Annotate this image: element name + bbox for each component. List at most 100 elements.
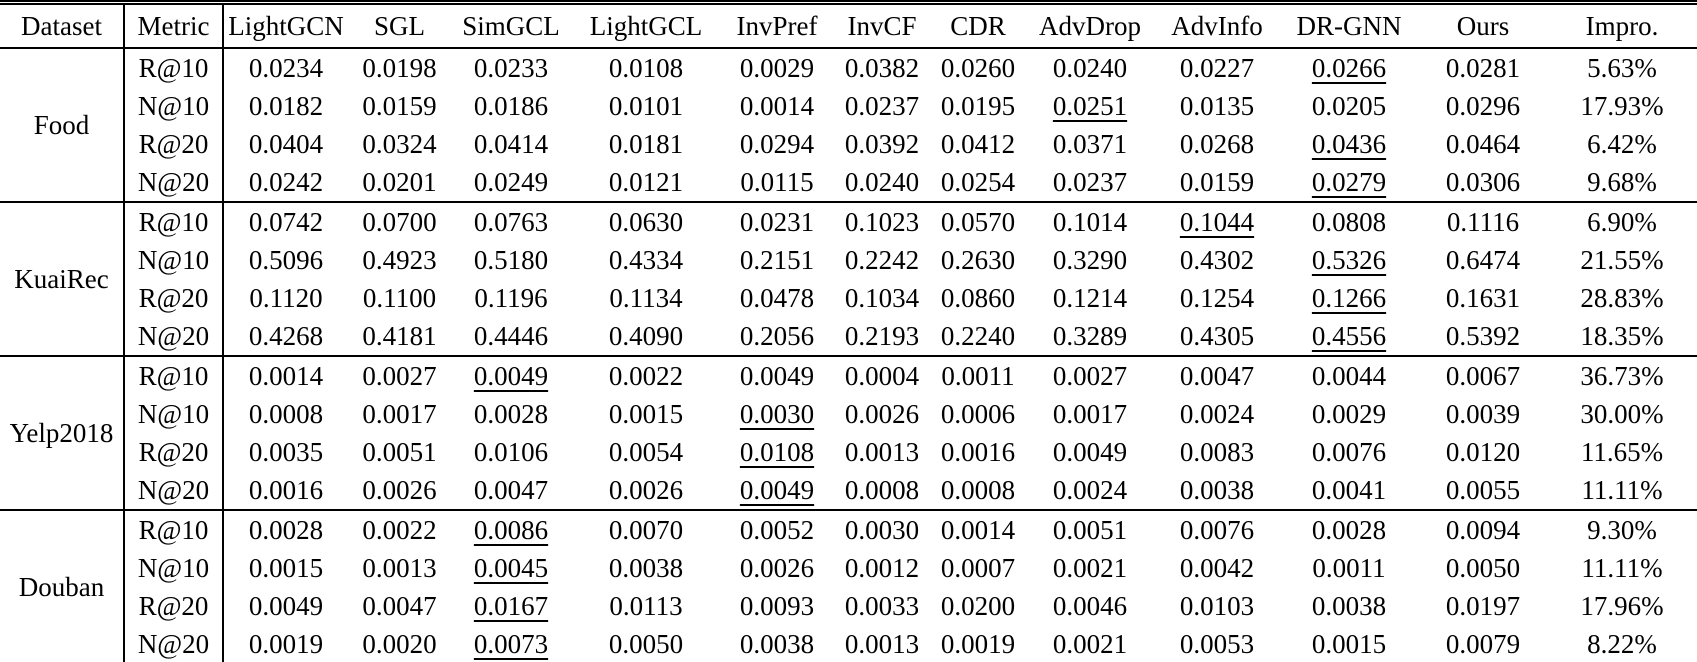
value-cell: 0.0015 <box>248 552 324 583</box>
value-cell: 0.0182 <box>248 90 324 121</box>
value-cell: 0.0042 <box>1179 552 1255 583</box>
table-row: N@20 0.0019 0.0020 0.0073 0.0050 0.0038 0.0013… <box>0 625 1697 662</box>
header-cell-metric: Metric <box>124 2 224 49</box>
value-cell: 0.0015 <box>608 398 684 429</box>
value-cell: 0.0049 <box>1052 436 1128 467</box>
table-row: N@10 0.0015 0.0013 0.0045 0.0038 0.0026 0.0012… <box>0 549 1697 587</box>
value-cell: 0.0073 <box>473 628 549 659</box>
value-cell: 0.0254 <box>940 166 1016 197</box>
value-cell: 0.0006 <box>940 398 1016 429</box>
value-cell: 0.6474 <box>1445 244 1521 275</box>
metric-cell: R@10 <box>124 48 224 87</box>
improvement-cell: 6.90% <box>1547 201 1697 241</box>
value-cell: 0.0044 <box>1279 355 1419 395</box>
value-cell: 0.0260 <box>940 52 1016 83</box>
value-cell: 0.0464 <box>1445 128 1521 159</box>
value-cell: 0.0093 <box>739 590 815 621</box>
value-cell: 0.1214 <box>1052 282 1128 313</box>
header-row: Dataset Metric LightGCN SGL SimGCL LightGCL In… <box>0 2 1697 49</box>
value-cell: 0.1196 <box>474 282 548 313</box>
metric-cell: R@20 <box>124 433 224 471</box>
table-row: N@10 0.0182 0.0159 0.0186 0.0101 0.0014 0.0237… <box>0 87 1697 125</box>
value-cell: 0.0026 <box>362 474 437 505</box>
value-cell: 0.0047 <box>473 474 549 505</box>
value-cell: 0.0294 <box>739 128 815 159</box>
value-cell: 0.0115 <box>740 166 814 197</box>
table-row: N@20 0.4268 0.4181 0.4446 0.4090 0.2056 0.2193… <box>0 317 1697 356</box>
value-cell: 0.0700 <box>348 201 451 241</box>
metric-cell: N@20 <box>124 625 224 662</box>
value-cell: 0.1116 <box>1419 201 1547 241</box>
value-cell: 0.0268 <box>1179 128 1255 159</box>
value-cell: 0.4090 <box>608 320 684 351</box>
value-cell: 0.5180 <box>473 244 549 275</box>
metric-cell: N@20 <box>124 471 224 510</box>
value-cell: 0.0028 <box>473 398 549 429</box>
value-cell: 0.0808 <box>1279 201 1419 241</box>
metric-cell: R@10 <box>124 509 224 549</box>
value-cell: 0.0231 <box>721 201 833 241</box>
metric-cell: R@10 <box>124 355 224 395</box>
value-cell: 0.5096 <box>248 244 324 275</box>
value-cell: 0.0020 <box>362 628 437 659</box>
value-cell: 0.0027 <box>1025 355 1155 395</box>
value-cell: 0.0054 <box>608 436 684 467</box>
value-cell: 0.4268 <box>248 320 324 351</box>
value-cell: 0.0024 <box>1179 398 1255 429</box>
value-cell: 0.3289 <box>1052 320 1128 351</box>
value-cell: 0.0047 <box>1155 355 1279 395</box>
value-cell: 0.0200 <box>940 590 1016 621</box>
header-cell-dr-gnn: DR-GNN <box>1279 2 1419 49</box>
table-row: N@20 0.0016 0.0026 0.0047 0.0026 0.0049 0.0008… <box>0 471 1697 510</box>
value-cell: 0.1254 <box>1179 282 1255 313</box>
header-cell-invcf: InvCF <box>833 2 931 49</box>
value-cell: 0.1266 <box>1311 282 1387 313</box>
table-row: R@20 0.1120 0.1100 0.1196 0.1134 0.0478 0.1034… <box>0 279 1697 317</box>
value-cell: 0.0242 <box>248 166 324 197</box>
value-cell: 0.0047 <box>362 590 437 621</box>
value-cell: 0.0371 <box>1052 128 1128 159</box>
value-cell: 0.0038 <box>608 552 684 583</box>
value-cell: 0.2193 <box>844 320 920 351</box>
value-cell: 0.0013 <box>362 552 437 583</box>
metric-cell: R@20 <box>124 125 224 163</box>
value-cell: 0.3290 <box>1052 244 1128 275</box>
dataset-cell: Food <box>0 48 125 202</box>
value-cell: 0.0050 <box>608 628 684 659</box>
value-cell: 0.0007 <box>940 552 1016 583</box>
value-cell: 0.1120 <box>249 282 323 313</box>
value-cell: 0.4446 <box>473 320 549 351</box>
value-cell: 0.0240 <box>1052 52 1128 83</box>
metric-cell: R@10 <box>124 201 224 241</box>
value-cell: 0.0159 <box>1179 166 1255 197</box>
value-cell: 0.0404 <box>248 128 324 159</box>
value-cell: 0.0017 <box>1052 398 1128 429</box>
table-row: N@10 0.5096 0.4923 0.5180 0.4334 0.2151 0.2242… <box>0 241 1697 279</box>
value-cell: 0.0113 <box>609 590 683 621</box>
value-cell: 0.0008 <box>844 474 920 505</box>
value-cell: 0.5326 <box>1311 244 1387 275</box>
value-cell: 0.0412 <box>940 128 1016 159</box>
value-cell: 0.0035 <box>248 436 324 467</box>
value-cell: 0.0027 <box>348 355 451 395</box>
value-cell: 0.0012 <box>844 552 920 583</box>
value-cell: 0.0382 <box>844 52 920 83</box>
value-cell: 0.0038 <box>1179 474 1255 505</box>
value-cell: 0.0860 <box>940 282 1016 313</box>
improvement-cell: 9.68% <box>1587 166 1657 197</box>
value-cell: 0.5392 <box>1445 320 1521 351</box>
value-cell: 0.4923 <box>362 244 437 275</box>
value-cell: 0.2056 <box>739 320 815 351</box>
value-cell: 0.1134 <box>609 282 683 313</box>
value-cell: 0.0026 <box>608 474 684 505</box>
value-cell: 0.0022 <box>348 509 451 549</box>
value-cell: 0.0029 <box>1311 398 1387 429</box>
value-cell: 0.0135 <box>1179 90 1255 121</box>
value-cell: 0.0008 <box>248 398 324 429</box>
value-cell: 0.0028 <box>223 509 348 549</box>
value-cell: 0.0017 <box>362 398 437 429</box>
value-cell: 0.0050 <box>1445 552 1521 583</box>
value-cell: 0.0197 <box>1445 590 1521 621</box>
value-cell: 0.0392 <box>844 128 920 159</box>
value-cell: 0.0013 <box>844 436 920 467</box>
